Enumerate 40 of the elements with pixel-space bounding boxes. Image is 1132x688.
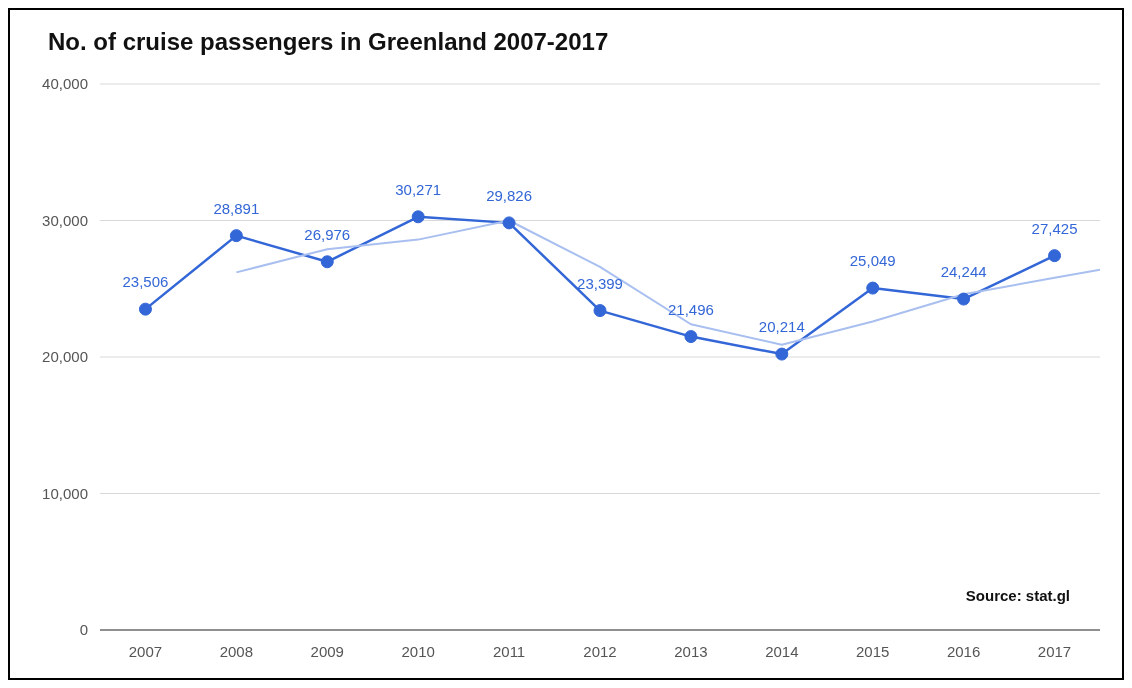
y-tick-label: 10,000 [42,484,88,502]
data-label: 28,891 [213,199,260,217]
data-label: 30,271 [395,180,442,198]
chart-title: No. of cruise passengers in Greenland 2007-2017 [48,28,609,56]
data-label: 20,214 [758,318,805,336]
x-tick-label: 2008 [219,642,254,660]
point [775,347,789,361]
y-tick-label: 0 [79,621,88,639]
x-tick-label: 2007 [128,642,163,660]
x-tick-label: 2009 [310,642,344,660]
point [957,292,971,306]
point [229,229,243,243]
point [502,216,516,230]
point [684,330,698,344]
point [1048,249,1062,263]
data-label: 24,244 [940,263,987,281]
x-tick-label: 2013 [674,642,708,660]
data-label: 26,976 [304,225,351,243]
point [138,302,152,316]
x-tick-label: 2014 [765,642,799,660]
data-label: 21,496 [667,300,714,318]
x-tick-label: 2011 [492,642,526,660]
y-tick-label: 40,000 [42,75,88,93]
data-label: 29,826 [486,186,533,204]
point [866,281,880,295]
x-tick-label: 2017 [1037,642,1072,660]
y-tick-label: 20,000 [42,348,88,366]
y-tick-label: 30,000 [42,211,88,229]
x-tick-label: 2010 [401,642,435,660]
annotation: Source: stat.gl [965,587,1070,604]
data-label: 23,399 [577,274,623,292]
data-label: 23,506 [122,273,169,291]
x-tick-label: 2015 [856,642,890,660]
point [411,210,425,224]
point [593,304,607,318]
point [320,255,334,269]
x-tick-label: 2012 [583,642,617,660]
data-label: 27,425 [1031,219,1078,237]
x-tick-label: 2016 [946,642,981,660]
data-label: 25,049 [849,252,896,270]
